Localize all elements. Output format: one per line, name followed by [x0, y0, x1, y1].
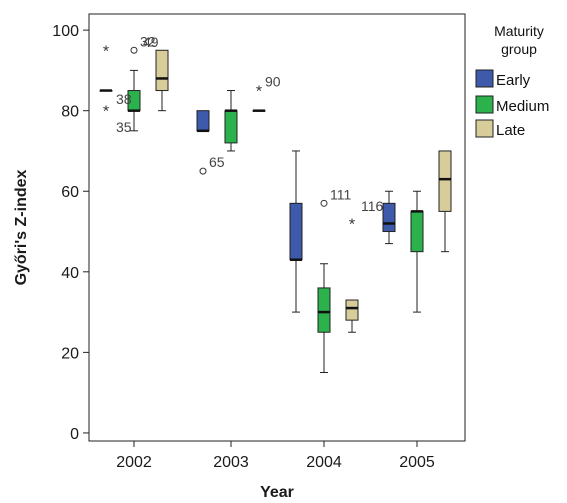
- outlier-circle: [199, 167, 207, 175]
- x-axis-title: Year: [260, 484, 294, 501]
- y-tick-label: 60: [61, 184, 79, 201]
- y-tick-label: 100: [52, 23, 79, 40]
- plot-area: [88, 13, 466, 442]
- outlier-label: 111: [330, 186, 351, 202]
- outlier-star: *: [103, 104, 109, 121]
- y-tick-label: 80: [61, 104, 79, 121]
- box-early: [289, 202, 303, 261]
- box-early: [196, 110, 210, 132]
- y-axis-title: Győri's Z-index: [13, 169, 30, 285]
- case-label: 49: [143, 34, 159, 50]
- x-tick-label: 2003: [213, 454, 249, 471]
- box-early: [382, 202, 396, 233]
- box-medium: [224, 110, 238, 144]
- legend-label: Medium: [496, 98, 549, 115]
- outlier-circle: [320, 199, 328, 207]
- box-medium: [317, 287, 331, 333]
- legend-label: Late: [496, 122, 525, 139]
- y-tick-label: 20: [61, 345, 79, 362]
- outlier-label: 32: [140, 33, 156, 49]
- box-late: [345, 299, 359, 321]
- legend-label: Early: [496, 72, 531, 89]
- legend-title: group: [501, 41, 537, 57]
- outlier-star: *: [256, 84, 262, 101]
- outlier-circle: [130, 46, 138, 54]
- x-tick-label: 2005: [399, 454, 435, 471]
- outlier-label: 90: [265, 74, 281, 90]
- legend-swatch: [475, 95, 494, 114]
- box-medium: [410, 210, 424, 253]
- legend-title: Maturity: [494, 23, 544, 39]
- outlier-star: *: [349, 216, 355, 233]
- case-label: 35: [116, 119, 132, 135]
- case-label: 38: [116, 91, 132, 107]
- outlier-label: 65: [209, 154, 225, 170]
- box-late: [438, 150, 452, 212]
- x-tick-label: 2004: [306, 454, 342, 471]
- case-label: 116: [361, 198, 384, 214]
- legend-swatch: [475, 119, 494, 138]
- y-tick-label: 40: [61, 265, 79, 282]
- y-tick-label: 0: [70, 426, 79, 443]
- box-late: [155, 49, 169, 92]
- x-tick-label: 2002: [116, 454, 152, 471]
- outlier-star: *: [103, 43, 109, 60]
- legend-swatch: [475, 69, 494, 88]
